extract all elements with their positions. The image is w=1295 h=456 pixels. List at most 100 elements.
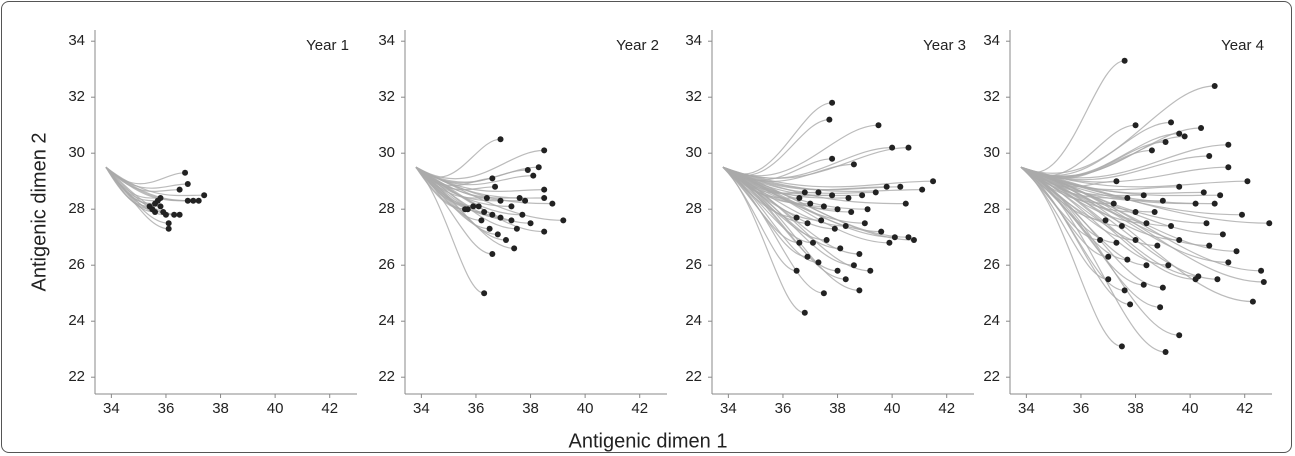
x-tick-label: 42 — [938, 400, 955, 417]
trajectory — [722, 166, 808, 258]
point — [1266, 220, 1273, 227]
point — [859, 192, 866, 199]
point — [1148, 147, 1155, 154]
point — [875, 122, 882, 129]
point — [146, 203, 153, 210]
trajectory — [1020, 166, 1131, 305]
point — [1219, 231, 1226, 238]
point — [502, 237, 509, 243]
point — [1127, 301, 1134, 308]
trajectory — [415, 166, 545, 233]
point — [182, 169, 189, 176]
trajectory — [1020, 166, 1169, 266]
trajectory — [415, 166, 493, 255]
y-tick-label: 32 — [685, 88, 702, 105]
point — [804, 253, 811, 260]
point — [1105, 253, 1112, 260]
trajectory — [415, 166, 564, 221]
x-tick-label: 42 — [1236, 400, 1253, 417]
x-tick-label: 40 — [577, 400, 594, 417]
x-tick-label: 38 — [212, 400, 229, 417]
x-tick-label: 40 — [267, 400, 284, 417]
y-tick-label: 22 — [378, 368, 395, 385]
point — [535, 164, 542, 171]
point — [530, 172, 537, 179]
point — [1168, 223, 1175, 229]
y-tick-label: 22 — [685, 368, 702, 385]
point — [1132, 237, 1139, 243]
point — [1176, 130, 1183, 137]
point — [560, 217, 567, 224]
point — [1113, 178, 1120, 185]
point — [497, 136, 504, 143]
y-tick-label: 34 — [685, 32, 702, 49]
x-tick-label: 42 — [321, 400, 338, 417]
point — [831, 225, 838, 232]
trajectory — [1020, 166, 1264, 283]
point — [494, 231, 501, 238]
y-tick-label: 28 — [378, 200, 395, 217]
point — [184, 181, 191, 187]
point — [176, 211, 183, 218]
trajectory — [1020, 124, 1136, 177]
point — [1176, 332, 1183, 339]
point — [1211, 83, 1218, 89]
point — [541, 186, 548, 193]
point — [1192, 200, 1199, 207]
point — [483, 195, 490, 201]
point — [549, 200, 556, 207]
point — [157, 195, 164, 201]
trajectory — [105, 166, 205, 197]
trajectory — [722, 102, 833, 175]
trajectory — [1020, 166, 1180, 336]
point — [834, 267, 841, 274]
point — [856, 287, 863, 294]
point — [856, 251, 863, 257]
point — [486, 225, 493, 232]
point — [497, 197, 504, 204]
x-tick-label: 36 — [775, 400, 792, 417]
point — [481, 290, 488, 297]
y-tick-label: 28 — [685, 200, 702, 217]
point — [489, 251, 496, 257]
point — [842, 223, 849, 229]
trajectory — [722, 166, 923, 192]
y-tick-label: 24 — [378, 312, 395, 329]
trajectory — [722, 166, 934, 188]
x-tick-label: 36 — [1073, 400, 1090, 417]
point — [1233, 248, 1240, 255]
y-tick-label: 32 — [983, 88, 1000, 105]
panel-title: Year 3 — [923, 37, 966, 54]
trajectory — [105, 166, 188, 202]
y-tick-label: 28 — [983, 200, 1000, 217]
point — [489, 211, 496, 218]
point — [1118, 343, 1125, 350]
point — [462, 206, 469, 213]
x-tick-label: 42 — [631, 400, 648, 417]
point — [1105, 276, 1112, 283]
point — [820, 290, 827, 297]
trajectory — [1020, 166, 1253, 303]
x-tick-label: 38 — [1127, 400, 1144, 417]
x-tick-label: 40 — [1182, 400, 1199, 417]
point — [902, 200, 909, 207]
y-tick-label: 28 — [68, 200, 85, 217]
point — [1225, 164, 1232, 171]
x-tick-label: 34 — [720, 400, 737, 417]
point — [820, 203, 827, 210]
trajectory — [415, 166, 515, 249]
y-tick-label: 24 — [983, 312, 1000, 329]
point — [1140, 281, 1147, 288]
point — [1159, 284, 1166, 291]
point — [516, 195, 523, 201]
point — [815, 189, 822, 196]
point — [793, 267, 800, 274]
point — [883, 183, 890, 190]
point — [796, 239, 803, 246]
point — [1249, 298, 1256, 305]
y-tick-label: 34 — [68, 32, 85, 49]
point — [1244, 178, 1251, 185]
point — [829, 99, 836, 106]
point — [1225, 141, 1232, 148]
point — [796, 195, 803, 201]
